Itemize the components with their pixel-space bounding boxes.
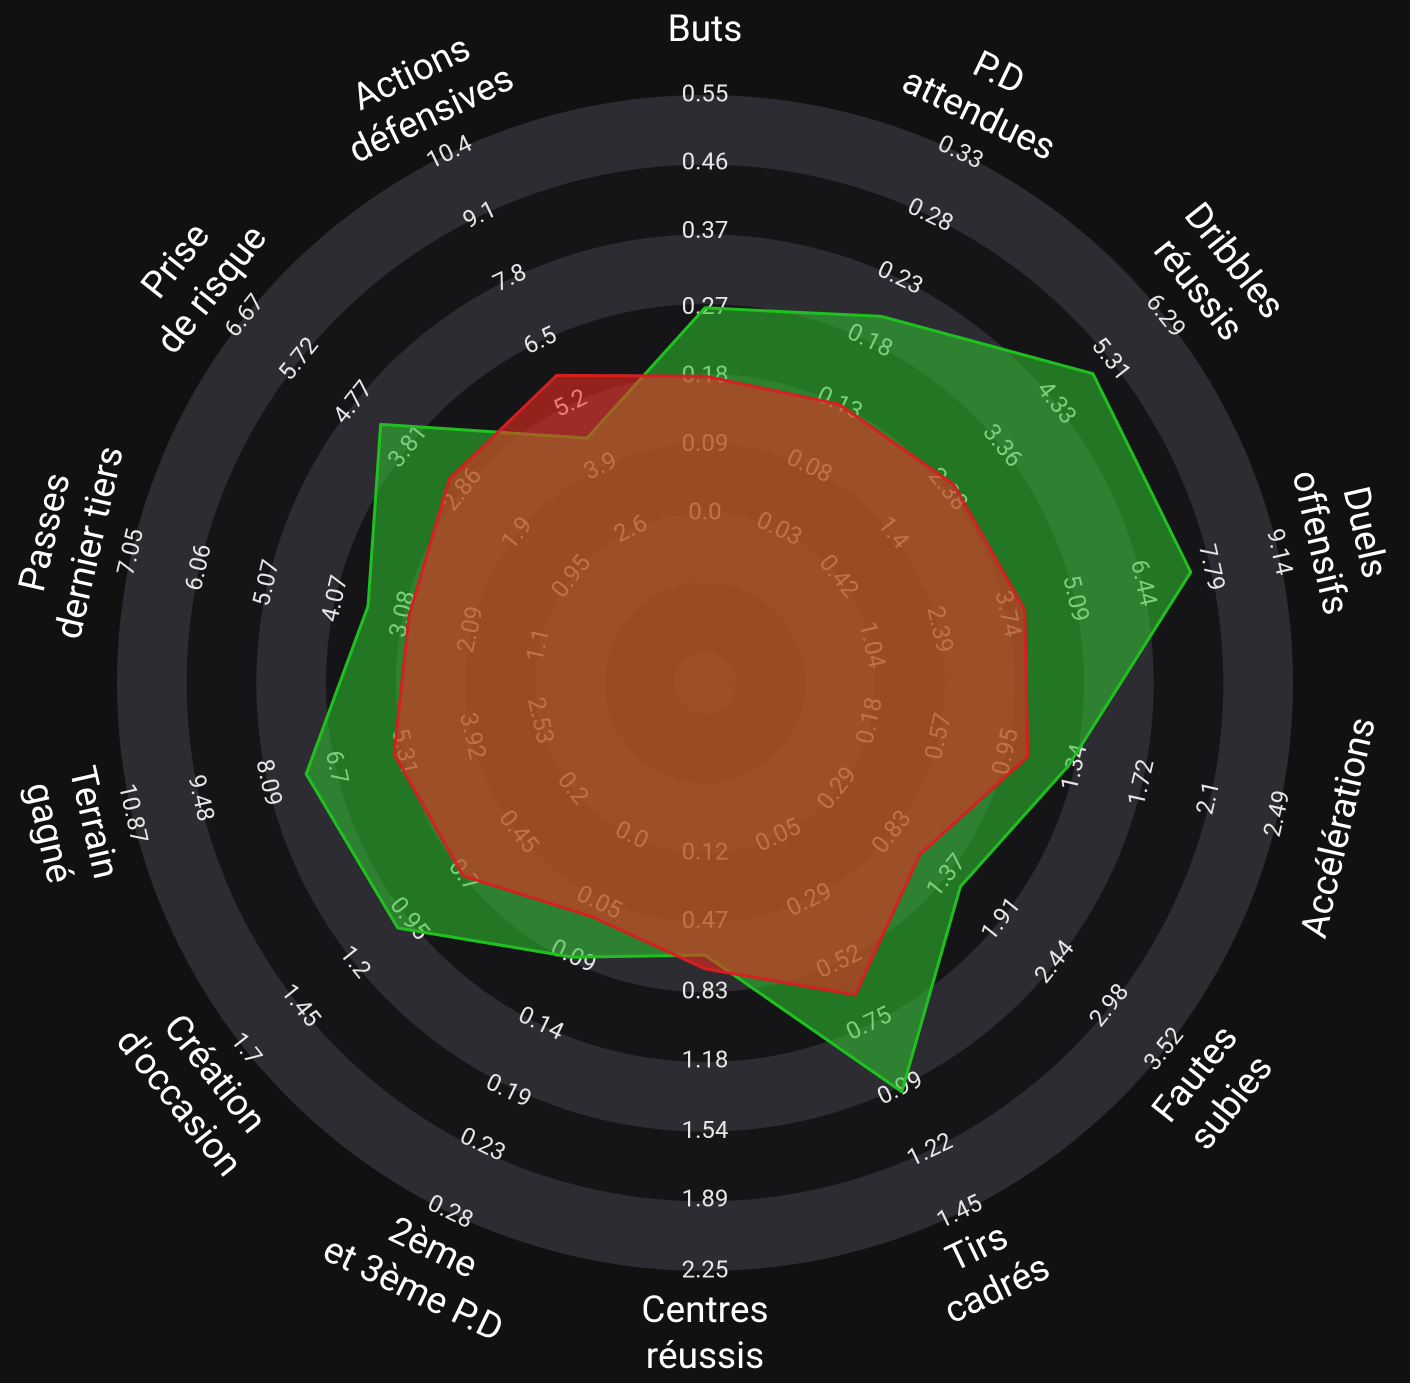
axis-label: réussis xyxy=(646,1335,765,1378)
tick-label: 0.46 xyxy=(682,148,729,176)
polygons xyxy=(304,306,1193,1094)
tick-label: 1.89 xyxy=(682,1185,729,1213)
tick-label: 0.83 xyxy=(682,977,729,1005)
tick-label: 1.54 xyxy=(682,1116,729,1144)
tick-label: 0.55 xyxy=(682,79,729,107)
series-area xyxy=(392,373,1030,997)
tick-label: 2.25 xyxy=(682,1255,729,1283)
tick-label: 0.37 xyxy=(682,216,729,244)
tick-label: 1.18 xyxy=(682,1045,729,1073)
axis-label: Centres xyxy=(641,1289,768,1332)
axis-label: Buts xyxy=(668,8,743,51)
